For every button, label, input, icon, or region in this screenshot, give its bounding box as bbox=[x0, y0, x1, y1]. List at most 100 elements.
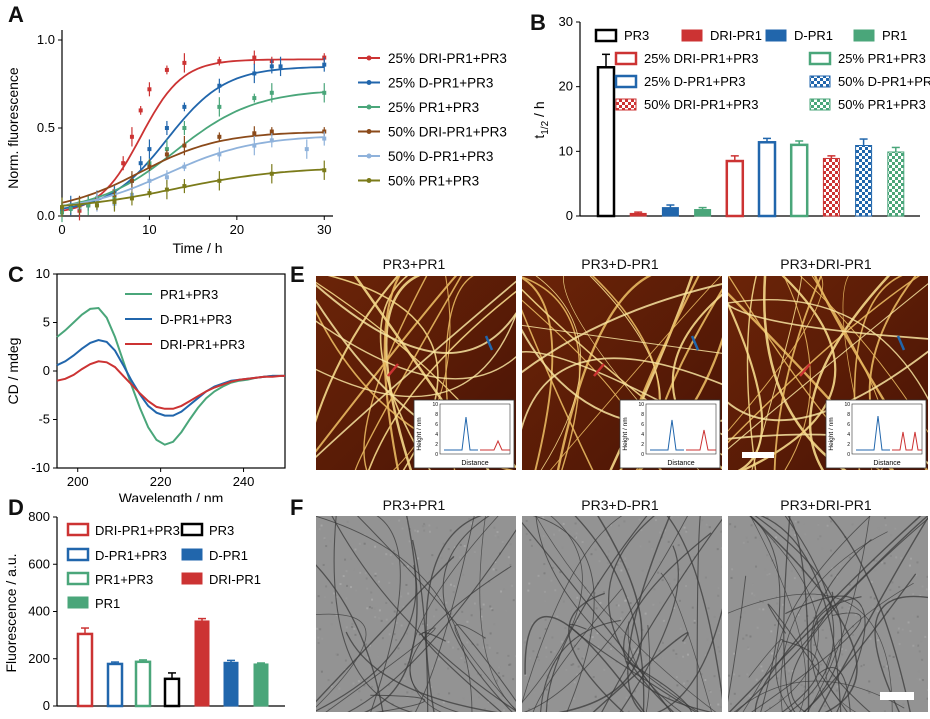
c-frame bbox=[56, 273, 286, 469]
c-series-line-0 bbox=[56, 306, 285, 446]
afm-inset-ytick: 8 bbox=[641, 412, 644, 418]
a-data-point bbox=[322, 168, 327, 173]
afm-inset-profile-red bbox=[686, 429, 716, 451]
tem-fibril bbox=[608, 516, 675, 712]
afm-fibril bbox=[728, 276, 824, 432]
afm-title-1: PR3+PR1 bbox=[382, 256, 446, 272]
a-data-point bbox=[121, 161, 126, 166]
a-data-point bbox=[182, 126, 187, 130]
afm-inset-ytick: 4 bbox=[641, 432, 644, 438]
b-legend-label: 25% D-PR1+PR3 bbox=[644, 74, 746, 89]
a-data-point bbox=[147, 191, 152, 196]
afm-image-2: 0 2 4 6 8 10 Height / nm Distance bbox=[522, 276, 722, 470]
b-y-tick-label: 0 bbox=[566, 208, 573, 223]
afm-inset-ytick: 0 bbox=[435, 452, 438, 458]
c-legend-label: DRI-PR1+PR3 bbox=[160, 337, 245, 352]
tem-fibril bbox=[479, 516, 516, 710]
a-data-point bbox=[164, 67, 169, 72]
d-y-tick-label: 600 bbox=[28, 556, 50, 571]
tem-fibril bbox=[623, 532, 713, 712]
tem-fibril bbox=[784, 516, 835, 712]
afm-inset-profile-blue bbox=[444, 416, 478, 451]
a-data-point bbox=[138, 108, 143, 113]
d-bar bbox=[253, 663, 269, 707]
afm-inset-ytick: 10 bbox=[638, 402, 644, 408]
tem-fibril bbox=[425, 516, 483, 712]
a-data-point bbox=[129, 134, 134, 139]
b-legend-swatch bbox=[614, 51, 638, 66]
c-y-label: CD / mdeg bbox=[5, 338, 21, 405]
tem-image-1 bbox=[316, 516, 516, 712]
chart-c: 200 220 240 -10 -5 0 5 10 Wavelength / nm CD / md… bbox=[5, 266, 286, 502]
c-x-tick-label: 220 bbox=[150, 474, 172, 489]
afm-fibril bbox=[550, 276, 722, 470]
a-data-point bbox=[147, 147, 152, 152]
a-data-point bbox=[252, 131, 257, 136]
a-data-point bbox=[252, 55, 257, 60]
a-data-point bbox=[68, 206, 73, 211]
c-series-line-2 bbox=[56, 360, 285, 410]
afm-inset-ytick: 2 bbox=[847, 442, 850, 448]
tem-fibril bbox=[825, 582, 914, 712]
c-y-tick-label: -10 bbox=[31, 460, 50, 475]
b-legend-swatch bbox=[614, 74, 638, 89]
afm-fibril bbox=[522, 324, 722, 354]
afm-fibril bbox=[379, 276, 431, 470]
afm-inset-ylabel: Height / nm bbox=[828, 417, 835, 450]
c-x-tick-label: 200 bbox=[67, 474, 89, 489]
a-data-point bbox=[304, 147, 309, 152]
b-legend-swatch bbox=[594, 28, 618, 43]
tem-fibril bbox=[568, 592, 625, 712]
afm-fibril bbox=[316, 276, 400, 424]
tem-fibril bbox=[316, 613, 367, 708]
afm-fibril bbox=[316, 320, 516, 380]
chart-b: 0 10 20 30 t1/2 / h PR3 DRI-PR1 D-PR1 PR1 25% DRI… bbox=[531, 14, 930, 223]
afm-profile-marker-blue bbox=[690, 335, 700, 351]
a-data-point bbox=[147, 87, 152, 92]
tem-fibril bbox=[557, 516, 643, 712]
afm-inset-profile-red bbox=[480, 439, 510, 451]
tem-fibril bbox=[728, 516, 928, 712]
a-data-point bbox=[182, 104, 187, 109]
a-data-point bbox=[147, 164, 152, 169]
d-y-tick-label: 0 bbox=[43, 698, 50, 713]
tem-fibril bbox=[592, 632, 689, 712]
afm-fibril bbox=[728, 350, 928, 422]
c-y-tick-label: 10 bbox=[36, 266, 50, 281]
b-bar bbox=[694, 209, 712, 217]
a-legend-label: 50% DRI-PR1+PR3 bbox=[388, 125, 507, 140]
afm-fibril bbox=[368, 290, 516, 470]
tem-fibril bbox=[345, 631, 499, 712]
a-data-point bbox=[217, 59, 222, 64]
a-data-point bbox=[252, 96, 257, 101]
a-legend-label: 25% DRI-PR1+PR3 bbox=[388, 51, 507, 66]
tem-fibril bbox=[522, 521, 672, 712]
afm-inset-profile-blue bbox=[856, 415, 890, 451]
tem-fibril bbox=[619, 545, 679, 712]
b-bar bbox=[629, 212, 647, 217]
afm-inset-ylabel: Height / nm bbox=[416, 417, 423, 450]
afm-inset-ytick: 2 bbox=[641, 442, 644, 448]
tem-fibril bbox=[356, 516, 516, 702]
a-data-point bbox=[322, 62, 327, 67]
tem-fibril bbox=[817, 516, 928, 712]
d-y-label: Fluorescence / a.u. bbox=[3, 553, 19, 672]
tem-fibril bbox=[331, 516, 516, 712]
a-y-tick-label: 1.0 bbox=[37, 32, 55, 47]
tem-fibril bbox=[347, 529, 516, 712]
a-x-tick-label: 20 bbox=[230, 222, 244, 237]
a-data-point bbox=[129, 178, 134, 183]
a-data-point bbox=[252, 143, 257, 148]
a-data-point bbox=[94, 203, 99, 208]
a-data-point bbox=[182, 184, 187, 189]
afm-inset-ytick: 0 bbox=[847, 452, 850, 458]
afm-fibril bbox=[522, 277, 554, 470]
a-data-point bbox=[269, 138, 274, 143]
afm-inset-ytick: 8 bbox=[435, 412, 438, 418]
afm-fibril bbox=[773, 276, 823, 470]
afm-inset-profile-blue bbox=[650, 419, 684, 451]
b-legend-label: D-PR1 bbox=[794, 28, 833, 43]
afm-inset-xlabel: Distance bbox=[873, 460, 900, 467]
afm-inset-ytick: 2 bbox=[435, 442, 438, 448]
d-legend-label: PR1 bbox=[95, 596, 120, 611]
